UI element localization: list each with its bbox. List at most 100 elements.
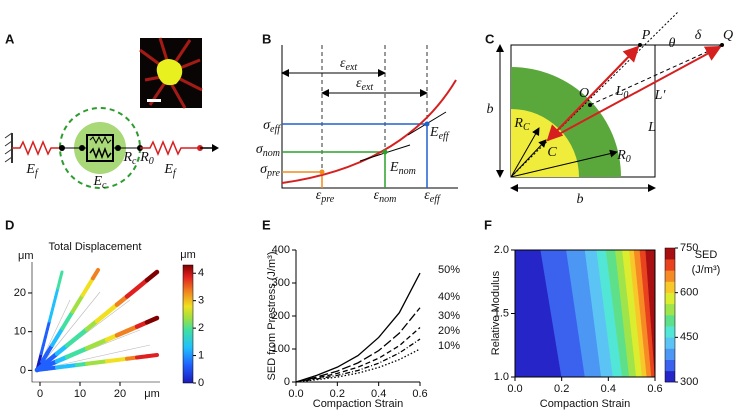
label-sub: c bbox=[102, 180, 107, 191]
geometry-diagram bbox=[496, 11, 724, 192]
colorbar-tick-label: 4 bbox=[198, 267, 204, 279]
colorbar-tick-label: 750 bbox=[680, 242, 698, 254]
colorbar-band bbox=[665, 303, 675, 316]
x-tick-label: 0.0 bbox=[288, 388, 303, 400]
x-unit: μm bbox=[144, 388, 160, 400]
label: P bbox=[641, 28, 651, 43]
panel-label: C bbox=[485, 31, 495, 46]
label: δ bbox=[695, 28, 702, 43]
y-tick-label: 1.5 bbox=[494, 307, 509, 319]
label: C bbox=[547, 145, 557, 160]
panel-label: F bbox=[484, 217, 492, 232]
displacement-rod bbox=[90, 268, 100, 281]
colorbar-frame bbox=[664, 247, 676, 383]
colorbar-tick-label: 0 bbox=[198, 377, 204, 389]
label: εext bbox=[340, 56, 357, 73]
y-tick-label: 200 bbox=[272, 310, 290, 322]
label-base: R bbox=[616, 148, 626, 163]
line-series bbox=[295, 348, 421, 383]
label-sub: eff bbox=[270, 124, 281, 135]
panel-label: B bbox=[262, 31, 271, 46]
chart-title: Total Displacement bbox=[49, 241, 142, 253]
label-sub: eff bbox=[430, 194, 441, 205]
colorbar-frame bbox=[182, 264, 194, 384]
line-series bbox=[295, 272, 421, 383]
label-base: E bbox=[429, 125, 439, 140]
series-label: 40% bbox=[438, 291, 460, 303]
label: R0 bbox=[616, 148, 631, 165]
panel-label: D bbox=[5, 217, 14, 232]
label: εext bbox=[356, 76, 373, 93]
series-label: 30% bbox=[438, 310, 460, 322]
label: Enom bbox=[389, 160, 416, 177]
colorbar-band bbox=[665, 359, 675, 372]
y-tick-label: 400 bbox=[272, 244, 290, 256]
y-tick-label: 0 bbox=[20, 364, 26, 376]
colorbar-tick-label: 1 bbox=[198, 349, 204, 361]
label: εnom bbox=[374, 188, 397, 205]
x-axis-label: Compaction Strain bbox=[313, 398, 404, 410]
label: Ec bbox=[92, 174, 107, 191]
label-sub: pre bbox=[320, 194, 335, 205]
label-sub: eff bbox=[439, 131, 450, 142]
displacement-rod bbox=[58, 270, 64, 282]
displacement-rod bbox=[144, 269, 160, 283]
series-label: 10% bbox=[438, 340, 460, 352]
label-base: E bbox=[389, 160, 399, 175]
colorbar-tick-label: 300 bbox=[680, 376, 698, 388]
label: RC bbox=[513, 116, 530, 133]
label: O bbox=[579, 86, 589, 101]
line-series bbox=[295, 338, 421, 383]
y-tick-label: 0 bbox=[284, 376, 290, 388]
colorbar-tick-label: 3 bbox=[198, 295, 204, 307]
label: εeff bbox=[424, 188, 441, 205]
y-tick-label: 20 bbox=[14, 287, 26, 299]
displacement-rod bbox=[144, 315, 160, 325]
label-sub: pre bbox=[266, 168, 281, 179]
x-tick-label: 10 bbox=[74, 388, 86, 400]
y-tick-label: 2.0 bbox=[494, 244, 509, 256]
label-base: E bbox=[163, 162, 173, 177]
colorbar-label: μm bbox=[180, 249, 196, 261]
label: Eeff bbox=[429, 125, 450, 142]
label-sub: ext bbox=[346, 62, 358, 73]
x-tick-label: 20 bbox=[114, 388, 126, 400]
colorbar-tick-label: 600 bbox=[680, 287, 698, 299]
label: Q bbox=[723, 28, 733, 43]
y-unit: μm bbox=[18, 250, 34, 262]
y-axis-label: SED from Prestress (J/m³) bbox=[266, 252, 278, 381]
label-base: ε bbox=[340, 56, 346, 71]
label-sub: nom bbox=[399, 166, 416, 177]
label: Ef bbox=[25, 162, 39, 179]
panel-label: E bbox=[262, 217, 271, 232]
label: L0 bbox=[615, 84, 629, 101]
label-base: σ bbox=[256, 142, 264, 157]
label: εpre bbox=[316, 188, 335, 205]
label-base: σ bbox=[260, 162, 268, 177]
colorbar-band bbox=[665, 326, 675, 338]
label-base: E bbox=[25, 162, 35, 177]
x-tick-label: 0.6 bbox=[412, 388, 427, 400]
label-base: R bbox=[513, 116, 523, 131]
x-tick-label: 0.2 bbox=[554, 383, 569, 395]
label: θ bbox=[669, 36, 676, 51]
series-label: 20% bbox=[438, 325, 460, 337]
label-sub: nom bbox=[263, 148, 280, 159]
label-base: ε bbox=[374, 188, 380, 203]
colorbar-band bbox=[665, 281, 675, 293]
colorbar-band bbox=[665, 292, 675, 305]
label-sub: ext bbox=[362, 82, 374, 93]
label-base: ε bbox=[316, 188, 322, 203]
colorbar-band bbox=[665, 248, 675, 260]
colorbar-label: SED bbox=[695, 249, 718, 261]
y-tick-label: 100 bbox=[272, 343, 290, 355]
label: σnom bbox=[256, 142, 280, 159]
label: b bbox=[487, 102, 494, 117]
label-base: R bbox=[122, 150, 132, 165]
y-tick-label: 10 bbox=[14, 326, 26, 338]
x-tick-label: 0.0 bbox=[507, 383, 522, 395]
stress-strain-diagram bbox=[281, 45, 458, 189]
axes bbox=[31, 262, 160, 383]
colorbar-band bbox=[665, 370, 675, 383]
